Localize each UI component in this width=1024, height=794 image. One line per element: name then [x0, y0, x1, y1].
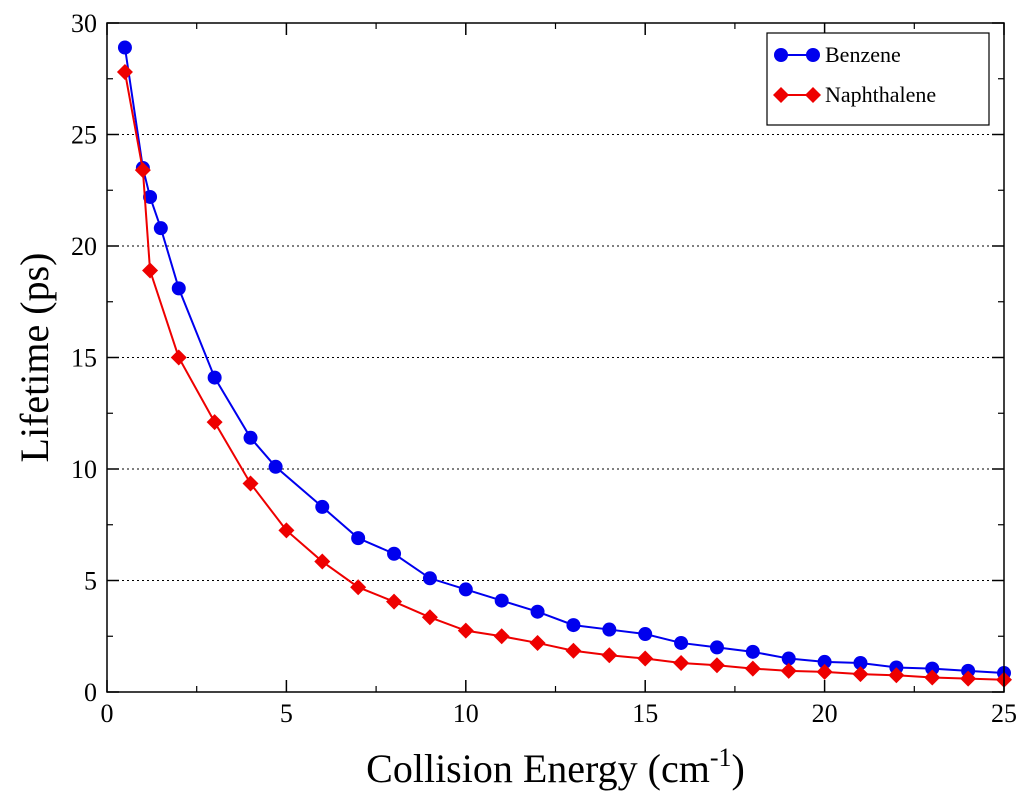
benzene-point [351, 531, 365, 545]
benzene-point [315, 500, 329, 514]
legend-marker [774, 48, 788, 62]
benzene-point [531, 605, 545, 619]
legend-marker [806, 48, 820, 62]
benzene-point [269, 460, 283, 474]
benzene-point [566, 618, 580, 632]
x-tick-label: 5 [280, 699, 293, 728]
y-tick-label: 0 [84, 678, 97, 707]
benzene-point [459, 582, 473, 596]
y-axis-title: Lifetime (ps) [12, 253, 57, 463]
y-tick-label: 15 [71, 344, 97, 373]
x-tick-label: 25 [991, 699, 1017, 728]
x-axis-title: Collision Energy (cm-1) [366, 743, 745, 791]
y-tick-label: 25 [71, 121, 97, 150]
x-tick-label: 10 [453, 699, 479, 728]
y-tick-label: 5 [84, 567, 97, 596]
benzene-point [244, 431, 258, 445]
benzene-point [638, 627, 652, 641]
benzene-point [172, 281, 186, 295]
x-tick-label: 0 [101, 699, 114, 728]
benzene-point [495, 594, 509, 608]
legend-label: Naphthalene [825, 82, 936, 107]
y-tick-label: 30 [71, 9, 97, 38]
benzene-point [746, 645, 760, 659]
benzene-point [674, 636, 688, 650]
x-axis-title-suffix: ) [732, 746, 745, 791]
benzene-point [710, 640, 724, 654]
legend-label: Benzene [825, 42, 901, 67]
benzene-point [118, 41, 132, 55]
x-axis-title-main: Collision Energy (cm [366, 746, 710, 791]
legend: Benzene Naphthalene [767, 33, 989, 125]
benzene-point [387, 547, 401, 561]
x-axis-title-superscript: -1 [710, 743, 732, 772]
x-tick-label: 20 [812, 699, 838, 728]
benzene-point [423, 571, 437, 585]
y-tick-label: 20 [71, 232, 97, 261]
x-tick-label: 15 [632, 699, 658, 728]
benzene-point [602, 623, 616, 637]
benzene-point [154, 221, 168, 235]
y-tick-label: 10 [71, 455, 97, 484]
benzene-point [208, 371, 222, 385]
